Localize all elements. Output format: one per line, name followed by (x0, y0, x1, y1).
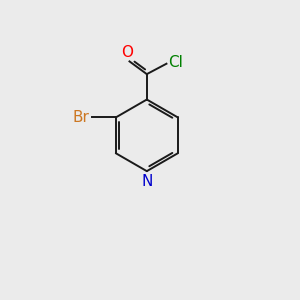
Text: O: O (121, 45, 133, 60)
Text: N: N (141, 174, 152, 189)
Text: Cl: Cl (168, 55, 183, 70)
Text: Br: Br (72, 110, 89, 125)
